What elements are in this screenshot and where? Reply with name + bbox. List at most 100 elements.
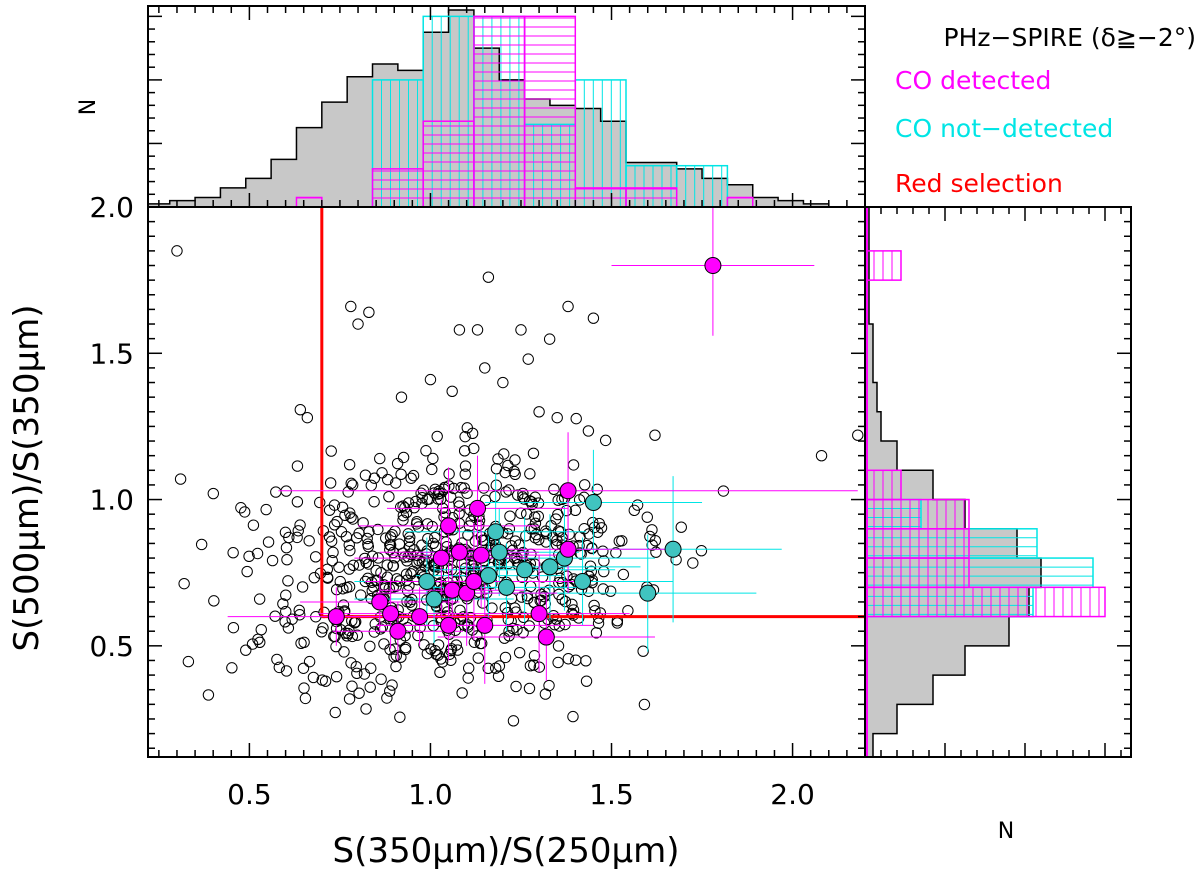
parent-point [353, 687, 365, 699]
parent-point [303, 535, 315, 547]
parent-point [271, 653, 283, 666]
parent-point [516, 591, 528, 603]
detected-point [389, 622, 407, 640]
legend-entry-parent: PHz−SPIRE (δ≧−2°) [944, 23, 1196, 52]
parent-point [344, 544, 356, 557]
parent-point [347, 559, 360, 571]
parent-point [280, 541, 293, 554]
parent-point [590, 627, 603, 639]
parent-point [592, 526, 604, 538]
parent-point [238, 506, 251, 518]
legend-entry-co-detected: CO detected [895, 66, 1051, 95]
x-tick-label: 1.5 [589, 778, 634, 811]
not-detected-point [490, 543, 508, 561]
parent-point [421, 518, 434, 530]
parent-point [227, 621, 240, 634]
parent-point [327, 546, 339, 559]
parent-point [539, 688, 552, 700]
parent-point [331, 515, 343, 528]
parent-point [333, 561, 345, 573]
parent-point [255, 623, 267, 636]
parent-point [277, 598, 289, 610]
detected-point [469, 499, 487, 517]
parent-point [462, 672, 474, 684]
parent-point [334, 575, 346, 588]
parent-point [171, 245, 183, 257]
parent-point [587, 312, 600, 324]
parent-point [570, 654, 582, 666]
parent-point [294, 404, 307, 416]
parent-point [407, 469, 420, 482]
parent-point [400, 568, 413, 580]
parent-point [326, 554, 338, 567]
x-tick-label: 1.0 [408, 778, 453, 811]
parent-point [540, 528, 553, 540]
parent-point [178, 577, 190, 590]
parent-point [517, 626, 529, 639]
parent-point [307, 671, 320, 684]
not-detected-point [418, 572, 436, 590]
not-detected-point [574, 572, 592, 590]
parent-point [569, 504, 582, 517]
parent-point [489, 490, 501, 503]
parent-point [523, 682, 536, 695]
parent-point [381, 692, 393, 704]
parent-point [641, 511, 653, 523]
x-tick-label: 0.5 [227, 778, 272, 811]
parent-point [381, 559, 393, 571]
top-detected-bar [625, 187, 678, 207]
parent-point [593, 612, 605, 624]
parent-point [453, 496, 465, 508]
parent-point [282, 622, 295, 634]
parent-point [273, 661, 286, 674]
parent-point [343, 458, 356, 471]
parent-point [459, 460, 472, 472]
parent-point [253, 593, 266, 605]
parent-point [500, 486, 512, 498]
parent-point [427, 452, 439, 465]
top-detected-bar [726, 196, 754, 207]
parent-point [418, 639, 430, 651]
parent-point [397, 451, 410, 464]
parent-point [560, 504, 573, 517]
parent-point [341, 630, 353, 642]
parent-point [552, 640, 565, 652]
parent-point [515, 507, 527, 519]
parent-point [591, 483, 603, 495]
parent-point [208, 595, 220, 607]
detected-point [450, 543, 468, 561]
detected-point [443, 581, 461, 599]
detected-point [530, 605, 548, 623]
parent-point [387, 560, 399, 572]
parent-point [432, 568, 445, 580]
parent-point [279, 526, 292, 539]
parent-point [548, 483, 560, 495]
parent-point [243, 550, 255, 563]
parent-point [386, 679, 398, 691]
parent-point [479, 362, 491, 374]
parent-point [397, 509, 410, 522]
parent-point [374, 623, 387, 635]
parent-point [280, 589, 292, 601]
y-tick-label: 1.5 [89, 337, 134, 370]
parent-point [329, 706, 341, 719]
parent-point [646, 539, 658, 551]
parent-point [368, 496, 380, 508]
right-detected-bar [865, 586, 1106, 618]
parent-point [404, 548, 417, 560]
parent-point [553, 620, 566, 632]
parent-point [507, 715, 520, 727]
parent-point [262, 536, 275, 548]
parent-point [394, 711, 406, 723]
parent-point [512, 489, 524, 501]
parent-point [465, 515, 477, 527]
parent-point [852, 429, 864, 441]
parent-point [314, 496, 326, 509]
parent-point [226, 662, 238, 674]
parent-point [528, 523, 540, 535]
parent-point [559, 618, 571, 631]
parent-point [459, 430, 471, 443]
parent-point [524, 659, 537, 672]
parent-point [358, 668, 371, 680]
parent-point [613, 535, 625, 547]
